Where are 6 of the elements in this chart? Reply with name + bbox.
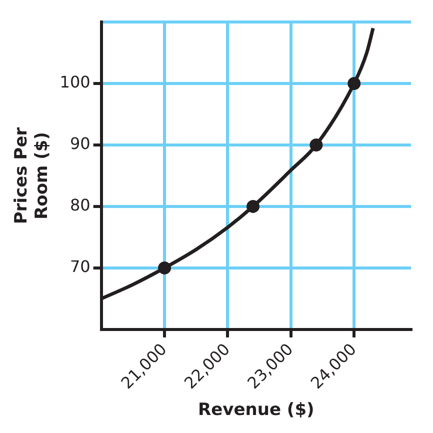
x-axis-title: Revenue ($) xyxy=(198,400,314,420)
y-axis-title: Prices Per Room ($) xyxy=(12,126,52,224)
y-tick-label: 90 xyxy=(70,134,90,154)
y-tick-label: 70 xyxy=(70,257,90,276)
y-tick-label: 80 xyxy=(70,196,90,215)
y-tick-label: 100 xyxy=(60,72,90,92)
